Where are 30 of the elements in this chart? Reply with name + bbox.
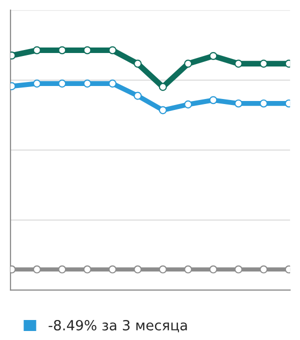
point bbox=[234, 99, 242, 108]
point bbox=[108, 265, 117, 274]
point bbox=[184, 60, 192, 68]
point bbox=[32, 46, 41, 54]
point bbox=[260, 265, 268, 274]
point bbox=[58, 265, 66, 274]
point bbox=[58, 46, 66, 54]
point bbox=[32, 265, 41, 274]
point bbox=[83, 265, 92, 274]
point bbox=[260, 99, 268, 108]
point bbox=[234, 60, 242, 68]
point bbox=[158, 265, 167, 274]
point bbox=[134, 60, 142, 68]
point bbox=[134, 265, 142, 274]
legend-label: -8.49% за 3 месяца bbox=[48, 320, 187, 332]
point bbox=[32, 80, 41, 88]
point bbox=[158, 82, 167, 91]
point bbox=[83, 80, 92, 88]
point bbox=[234, 265, 242, 274]
point bbox=[184, 100, 192, 108]
point bbox=[83, 46, 92, 54]
point bbox=[108, 80, 117, 88]
point bbox=[209, 96, 218, 104]
point bbox=[158, 106, 167, 114]
point bbox=[134, 92, 142, 100]
point bbox=[209, 52, 218, 60]
point bbox=[260, 60, 268, 68]
point bbox=[209, 265, 218, 274]
point bbox=[58, 80, 66, 88]
point bbox=[184, 265, 192, 274]
